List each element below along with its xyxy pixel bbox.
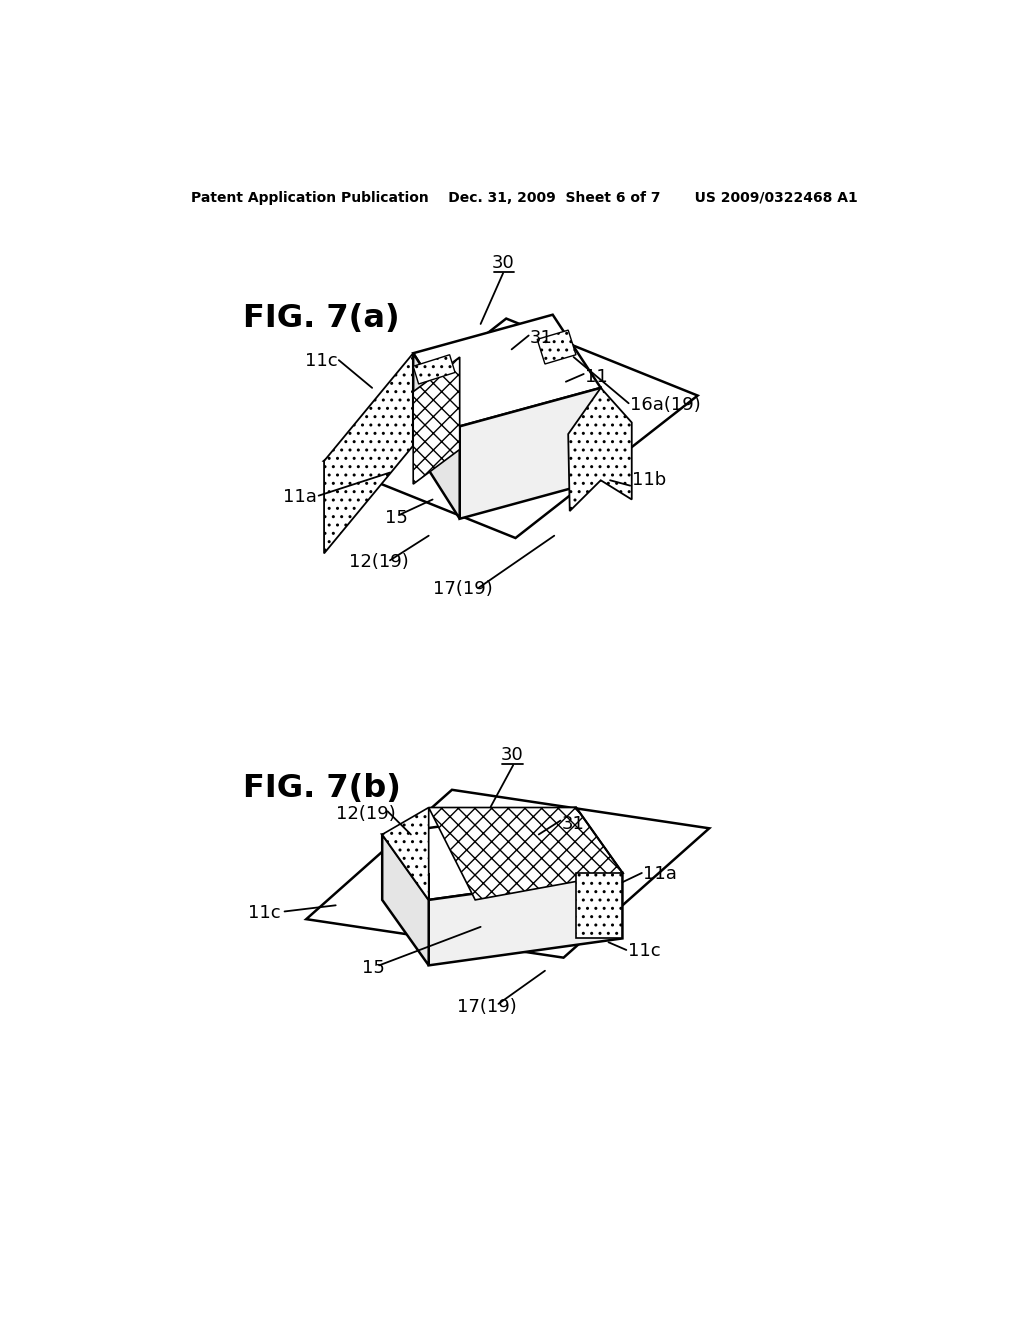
- Polygon shape: [414, 358, 460, 484]
- Text: 12(19): 12(19): [349, 553, 409, 570]
- Text: 31: 31: [562, 816, 585, 833]
- Polygon shape: [414, 314, 601, 426]
- Text: FIG. 7(a): FIG. 7(a): [243, 304, 399, 334]
- Polygon shape: [429, 873, 623, 965]
- Polygon shape: [460, 388, 601, 519]
- Text: 15: 15: [362, 960, 385, 977]
- Polygon shape: [382, 808, 623, 900]
- Text: 31: 31: [529, 330, 552, 347]
- Polygon shape: [324, 354, 414, 553]
- Text: 16a(19): 16a(19): [630, 396, 701, 413]
- Polygon shape: [538, 330, 575, 364]
- Text: 11a: 11a: [283, 488, 316, 506]
- Text: 30: 30: [492, 255, 514, 272]
- Text: 11c: 11c: [628, 942, 660, 960]
- Text: 30: 30: [501, 746, 523, 764]
- Polygon shape: [414, 355, 455, 384]
- Polygon shape: [324, 318, 697, 539]
- Text: 11a: 11a: [643, 866, 677, 883]
- Text: 17(19): 17(19): [458, 998, 517, 1015]
- Text: 11b: 11b: [632, 471, 666, 490]
- Text: 11c: 11c: [305, 352, 337, 371]
- Polygon shape: [306, 789, 710, 958]
- Polygon shape: [575, 808, 623, 873]
- Polygon shape: [414, 354, 460, 519]
- Text: Patent Application Publication    Dec. 31, 2009  Sheet 6 of 7       US 2009/0322: Patent Application Publication Dec. 31, …: [191, 191, 858, 206]
- Polygon shape: [575, 873, 623, 939]
- Text: 17(19): 17(19): [432, 581, 493, 598]
- Polygon shape: [429, 808, 623, 900]
- Text: 12(19): 12(19): [336, 805, 395, 824]
- Polygon shape: [382, 808, 429, 900]
- Polygon shape: [382, 834, 429, 965]
- Text: 15: 15: [385, 508, 409, 527]
- Text: FIG. 7(b): FIG. 7(b): [243, 774, 400, 804]
- Text: 11: 11: [586, 368, 608, 385]
- Text: 11c: 11c: [248, 904, 281, 921]
- Polygon shape: [568, 388, 632, 511]
